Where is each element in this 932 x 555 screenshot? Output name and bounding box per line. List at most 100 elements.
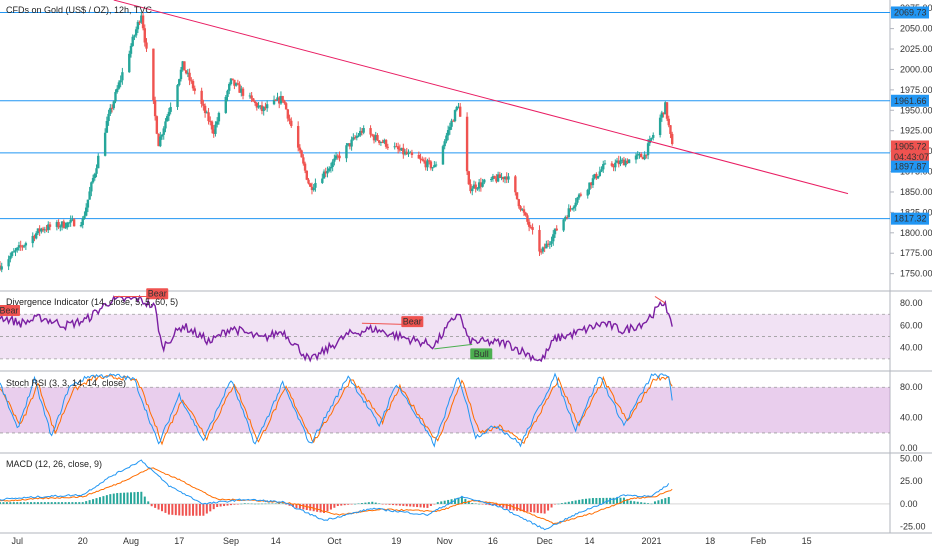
- candle-body: [284, 103, 288, 110]
- macd-histogram-bar: [533, 503, 536, 513]
- candle-body: [409, 152, 412, 154]
- time-tick-label: 15: [802, 536, 812, 546]
- macd-histogram-bar: [178, 503, 181, 516]
- price-tick-label: 1975.00: [900, 85, 932, 95]
- candle-body: [240, 88, 243, 93]
- candle-body: [333, 158, 336, 162]
- price-tick-label: 1825.00: [900, 207, 932, 217]
- macd-histogram-bar: [219, 503, 222, 507]
- stoch-pane-title: Stoch RSI (3, 3, 14, 14, close): [6, 378, 126, 388]
- candle-body: [36, 228, 40, 234]
- macd-histogram-bar: [485, 503, 488, 505]
- macd-histogram-bar: [19, 502, 22, 504]
- rsi-line: [0, 294, 673, 363]
- candle-body: [303, 163, 307, 171]
- candle-body: [610, 163, 614, 166]
- candle-body: [248, 95, 252, 97]
- macd-histogram-bar: [81, 502, 84, 504]
- macd-histogram-bar: [354, 503, 357, 505]
- macd-histogram-bar: [612, 497, 615, 504]
- macd-histogram-bar: [647, 503, 650, 504]
- candle-body: [403, 151, 407, 155]
- macd-histogram-bar: [140, 491, 143, 504]
- macd-histogram-bar: [574, 500, 577, 504]
- macd-histogram-bar: [147, 501, 150, 504]
- candle-body: [552, 234, 555, 242]
- macd-histogram-bar: [92, 499, 95, 504]
- candle-body: [595, 174, 598, 179]
- candle-body: [90, 182, 93, 192]
- candle-body: [362, 128, 365, 133]
- macd-histogram-bar: [195, 503, 198, 516]
- candle-body: [446, 130, 450, 136]
- macd-histogram-bar: [167, 503, 170, 515]
- macd-histogram-bar: [443, 500, 446, 504]
- macd-histogram-bar: [564, 502, 567, 504]
- macd-histogram-bar: [440, 501, 443, 504]
- price-tag-label: 1817.32: [894, 214, 927, 224]
- candle-body: [615, 160, 619, 163]
- macd-histogram-bar: [395, 503, 398, 506]
- macd-histogram-bar: [257, 503, 260, 505]
- candle-body: [531, 227, 534, 230]
- indicator-tick-label: -25.00: [900, 522, 926, 532]
- candle-body: [162, 128, 165, 135]
- indicator-tick-label: 40.00: [900, 413, 923, 423]
- macd-histogram-bar: [616, 497, 619, 504]
- macd-histogram-bar: [309, 503, 312, 511]
- candle-body: [331, 161, 334, 168]
- candle-body: [226, 90, 229, 97]
- candle-body: [665, 102, 669, 119]
- candle-body: [0, 266, 3, 270]
- candle-body: [393, 146, 396, 148]
- candle-body: [374, 135, 377, 141]
- price-tag-bg: [891, 150, 929, 163]
- candle-body: [252, 98, 255, 102]
- candle-body: [107, 113, 110, 122]
- candle-body: [588, 182, 591, 190]
- candle-body: [360, 130, 364, 133]
- macd-histogram-bar: [667, 497, 670, 504]
- macd-histogram-bar: [40, 502, 43, 504]
- macd-histogram-bar: [509, 503, 512, 511]
- candle-body: [577, 194, 581, 198]
- candle-body: [529, 226, 533, 228]
- candle-body: [155, 116, 159, 134]
- macd-histogram-bar: [626, 499, 629, 504]
- macd-histogram-bar: [326, 503, 329, 512]
- candle-body: [95, 168, 98, 174]
- candle-body: [45, 229, 48, 231]
- candle-body: [97, 155, 100, 169]
- macd-histogram-bar: [298, 503, 301, 509]
- candle-body: [93, 173, 96, 179]
- macd-histogram-bar: [581, 499, 584, 504]
- candle-body: [16, 247, 19, 251]
- candle-body: [329, 167, 333, 169]
- candle-body: [71, 219, 74, 221]
- candle-body: [110, 107, 114, 109]
- candle-body: [112, 101, 115, 109]
- macd-histogram-bar: [336, 503, 339, 507]
- candle-body: [477, 182, 481, 189]
- macd-histogram-bar: [502, 503, 505, 508]
- macd-histogram-bar: [26, 502, 29, 504]
- macd-histogram-bar: [229, 503, 232, 506]
- candle-body: [458, 106, 462, 117]
- macd-histogram-bar: [171, 503, 174, 515]
- candle-body: [419, 158, 422, 160]
- candle-body: [40, 228, 43, 232]
- candle-body: [290, 120, 293, 127]
- candle-body: [265, 104, 269, 109]
- candle-body: [383, 139, 386, 143]
- candle-body: [553, 228, 557, 235]
- candle-body: [410, 152, 414, 155]
- candle-body: [562, 219, 565, 231]
- candle-body: [62, 221, 65, 228]
- candle-body: [10, 252, 14, 256]
- candle-body: [324, 171, 327, 174]
- candle-body: [228, 83, 231, 91]
- macd-histogram-bar: [205, 503, 208, 514]
- candle-body: [217, 112, 221, 122]
- macd-histogram-bar: [264, 503, 267, 505]
